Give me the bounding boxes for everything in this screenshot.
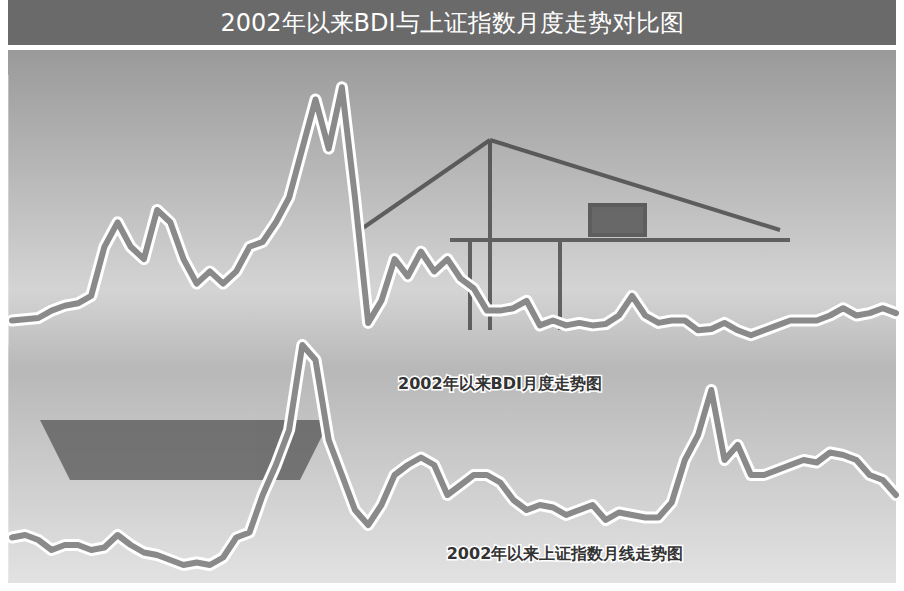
title-rule [8,46,896,48]
chart-canvas: 2002年以来BDI与上证指数月度走势对比图 2002年以来BDI月度走势图 200… [0,0,904,591]
title-bar [8,0,896,45]
data-line [12,87,896,335]
y-axis-line [8,75,9,345]
crane-box [590,205,645,235]
plot-area [12,345,896,565]
crane [360,140,790,330]
line-halo [12,345,896,565]
page-bg [0,0,904,591]
series-label: 2002年以来BDI月度走势图 [398,374,602,393]
series-label: 2002年以来上证指数月线走势图 [447,544,684,563]
crane-decoration [40,140,790,480]
photo-bg [8,50,896,583]
data-line [12,345,896,565]
title: 2002年以来BDI与上证指数月度走势对比图 [220,9,683,37]
line-halo [12,87,896,335]
plot-area [12,87,896,335]
